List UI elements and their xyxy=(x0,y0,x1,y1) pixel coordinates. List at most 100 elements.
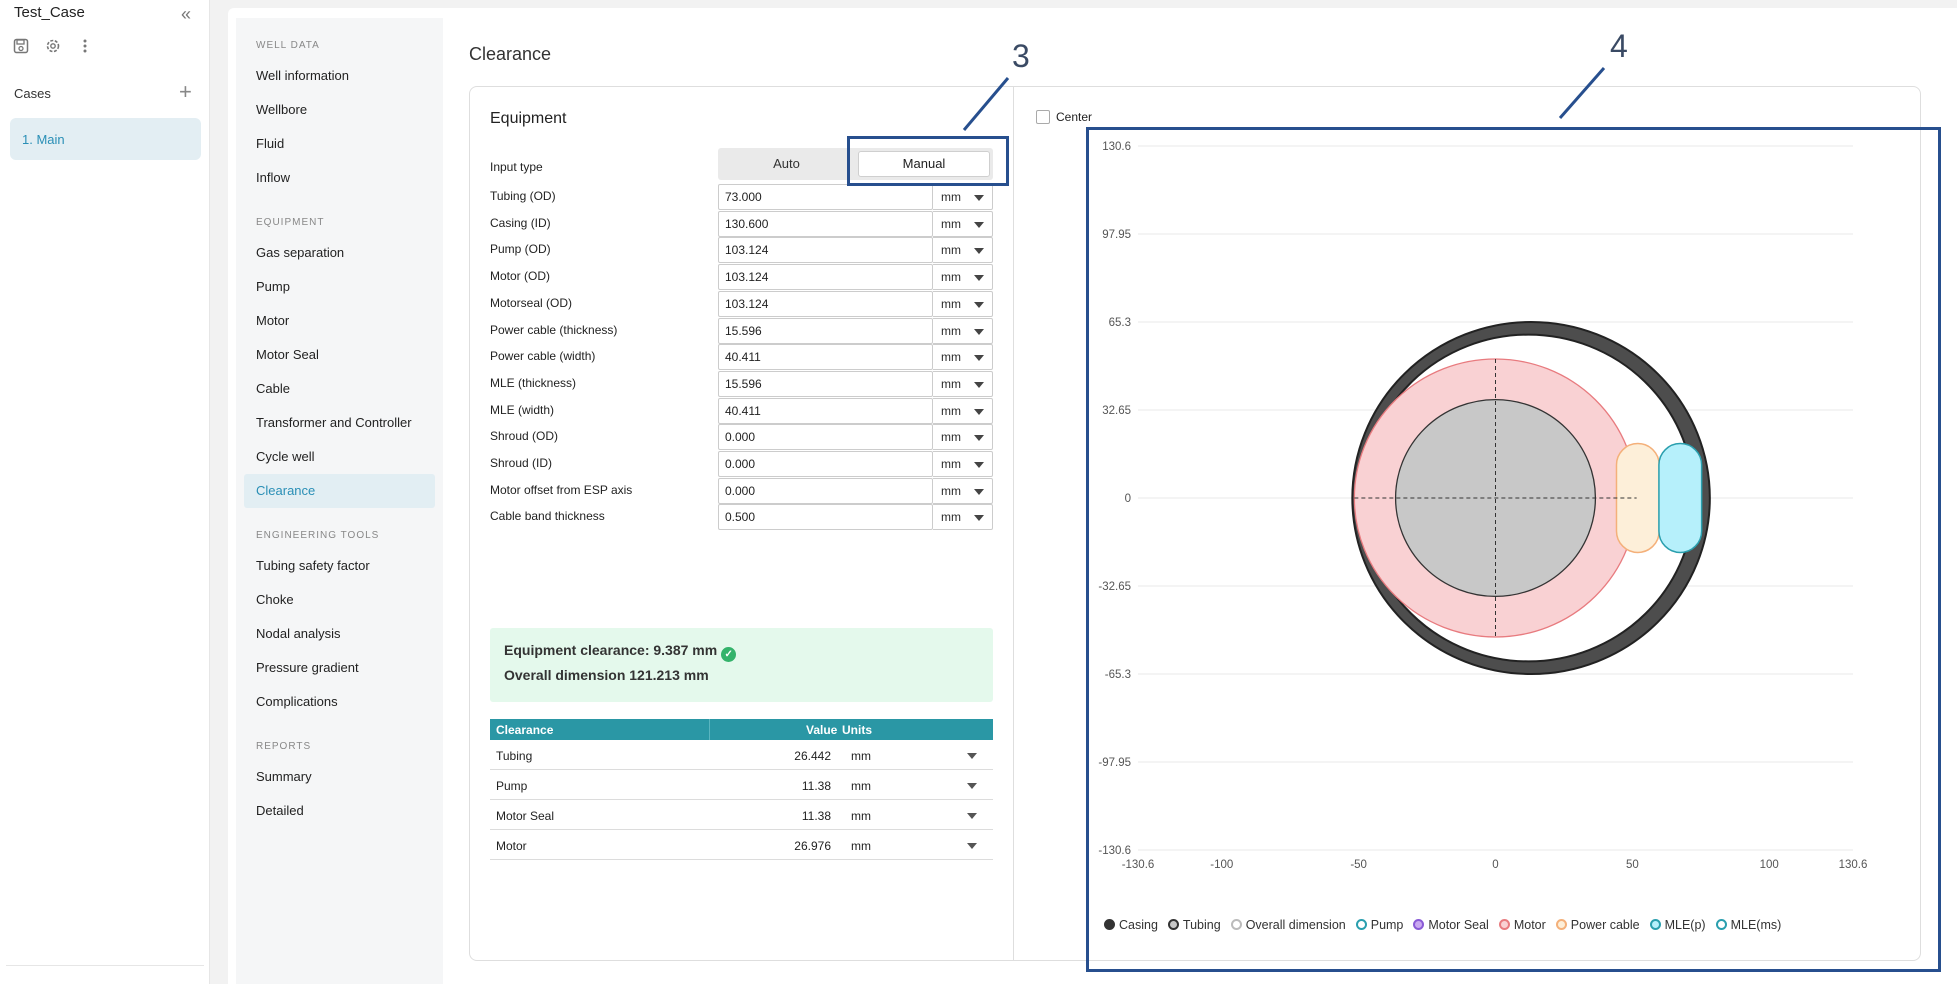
nav-item-detailed[interactable]: Detailed xyxy=(256,803,304,818)
legend-marker-icon xyxy=(1230,919,1242,930)
legend-marker-icon xyxy=(1498,919,1510,930)
unit-select[interactable]: mm xyxy=(933,424,993,451)
input-type-toggle: Auto Manual xyxy=(718,148,993,180)
nav-item-choke[interactable]: Choke xyxy=(256,592,294,607)
unit-value: mm xyxy=(941,350,961,365)
nav-item-complications[interactable]: Complications xyxy=(256,694,338,709)
field-input[interactable]: 0.000 xyxy=(718,451,933,477)
legend-label: MLE(ms) xyxy=(1730,918,1782,932)
y-tick-label: 130.6 xyxy=(1102,141,1131,153)
unit-select[interactable]: mm xyxy=(933,290,993,317)
nav-item-clearance[interactable]: Clearance xyxy=(244,474,435,508)
field-input[interactable]: 0.000 xyxy=(718,477,933,504)
x-tick-label: -50 xyxy=(1350,859,1367,871)
nav-item-fluid[interactable]: Fluid xyxy=(256,136,285,151)
save-icon[interactable] xyxy=(12,38,30,56)
center-checkbox[interactable]: Center xyxy=(1036,110,1092,124)
chevron-down-icon[interactable] xyxy=(967,783,977,789)
field-input[interactable]: 15.596 xyxy=(718,370,933,397)
collapse-sidebar-icon[interactable]: « xyxy=(181,4,192,24)
nav-item-pressure-gradient[interactable]: Pressure gradient xyxy=(256,660,359,675)
nav-item-nodal-analysis[interactable]: Nodal analysis xyxy=(256,626,341,641)
field-input[interactable]: 0.500 xyxy=(718,504,933,531)
checkbox-icon[interactable] xyxy=(1036,110,1050,124)
nav-section-title: ENGINEERING TOOLS xyxy=(256,530,380,541)
case-item-main[interactable]: 1. Main xyxy=(10,118,201,160)
field-row: MLE (thickness) 15.596 mm xyxy=(490,370,995,397)
nav-item-gas-separation[interactable]: Gas separation xyxy=(256,245,345,260)
more-options-icon[interactable] xyxy=(76,38,94,56)
field-input[interactable]: 73.000 xyxy=(718,184,933,210)
nav-item-tubing-safety-factor[interactable]: Tubing safety factor xyxy=(256,558,370,573)
field-input[interactable]: 103.124 xyxy=(718,237,933,264)
legend-label: Power cable xyxy=(1570,918,1640,932)
unit-select[interactable]: mm xyxy=(933,317,993,344)
field-label: Motor (OD) xyxy=(490,269,550,284)
unit-select[interactable]: mm xyxy=(933,477,993,504)
unit-value: mm xyxy=(941,243,961,258)
field-input[interactable]: 40.411 xyxy=(718,344,933,371)
nav-item-pump[interactable]: Pump xyxy=(256,279,290,294)
unit-select[interactable]: mm xyxy=(933,344,993,371)
unit-select[interactable]: mm xyxy=(933,210,993,237)
row-name: Motor xyxy=(496,839,527,853)
chevron-down-icon[interactable] xyxy=(967,753,977,759)
chevron-down-icon xyxy=(974,408,984,415)
chevron-down-icon[interactable] xyxy=(967,843,977,849)
table-header: Clearance Value Units xyxy=(490,719,993,740)
equipment-clearance-text: Equipment clearance: 9.387 mm ✓ xyxy=(504,642,979,667)
y-tick-label: 0 xyxy=(1125,493,1131,505)
legend-item[interactable]: Power cable xyxy=(1555,918,1640,932)
sidebar-divider xyxy=(6,965,204,966)
legend-item[interactable]: Motor Seal xyxy=(1413,918,1489,932)
nav-item-cable[interactable]: Cable xyxy=(256,381,290,396)
field-input[interactable]: 103.124 xyxy=(718,264,933,291)
settings-gear-icon[interactable] xyxy=(44,38,62,56)
chevron-down-icon[interactable] xyxy=(967,813,977,819)
unit-value: mm xyxy=(941,376,961,391)
unit-value: mm xyxy=(941,403,961,418)
field-input[interactable]: 0.000 xyxy=(718,424,933,451)
field-input[interactable]: 40.411 xyxy=(718,397,933,424)
nav-item-summary[interactable]: Summary xyxy=(256,769,312,784)
unit-select[interactable]: mm xyxy=(933,237,993,264)
nav-item-wellbore[interactable]: Wellbore xyxy=(256,102,308,117)
unit-select[interactable]: mm xyxy=(933,264,993,291)
nav-item-inflow[interactable]: Inflow xyxy=(256,170,290,185)
nav-item-cycle-well[interactable]: Cycle well xyxy=(256,449,315,464)
unit-select[interactable]: mm xyxy=(933,504,993,531)
chevron-down-icon xyxy=(974,195,984,201)
nav-item-transformer-and-controller[interactable]: Transformer and Controller xyxy=(256,415,412,430)
unit-select[interactable]: mm xyxy=(933,370,993,397)
nav-section-title: WELL DATA xyxy=(256,40,320,51)
field-input[interactable]: 103.124 xyxy=(718,290,933,317)
nav-item-well-information[interactable]: Well information xyxy=(256,68,349,83)
legend-item[interactable]: Motor xyxy=(1498,918,1546,932)
legend-item[interactable]: Overall dimension xyxy=(1230,918,1346,932)
x-tick-label: 130.6 xyxy=(1839,859,1868,871)
auto-button[interactable]: Auto xyxy=(773,156,800,171)
manual-button[interactable]: Manual xyxy=(858,151,990,177)
field-input[interactable]: 130.600 xyxy=(718,210,933,237)
annotation-box-4 xyxy=(1086,127,1941,972)
unit-select[interactable]: mm xyxy=(933,184,993,210)
legend-item[interactable]: Casing xyxy=(1104,918,1158,932)
field-row: Shroud (OD) 0.000 mm xyxy=(490,424,995,451)
legend-item[interactable]: MLE(ms) xyxy=(1715,918,1782,932)
row-name: Pump xyxy=(496,779,528,793)
legend-marker-icon xyxy=(1715,919,1727,930)
unit-select[interactable]: mm xyxy=(933,451,993,477)
y-tick-label: -130.6 xyxy=(1098,845,1131,857)
field-input[interactable]: 15.596 xyxy=(718,317,933,344)
unit-select[interactable]: mm xyxy=(933,397,993,424)
legend-item[interactable]: Tubing xyxy=(1167,918,1221,932)
left-sidebar: Test_Case « Cases + 1. Main xyxy=(0,0,210,984)
nav-item-motor[interactable]: Motor xyxy=(256,313,290,328)
add-case-icon[interactable]: + xyxy=(179,79,192,104)
legend-item[interactable]: MLE(p) xyxy=(1649,918,1706,932)
equipment-title: Equipment xyxy=(490,110,567,127)
legend-item[interactable]: Pump xyxy=(1355,918,1403,932)
chevron-down-icon xyxy=(974,328,984,335)
field-label: Casing (ID) xyxy=(490,215,551,230)
nav-item-motor-seal[interactable]: Motor Seal xyxy=(256,347,319,362)
